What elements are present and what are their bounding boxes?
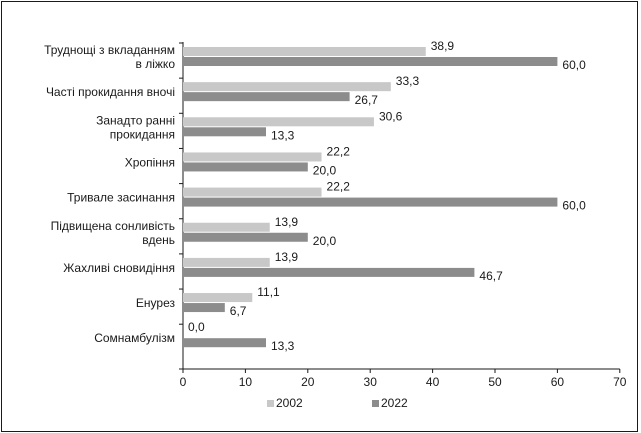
data-label-2022: 60,0 bbox=[562, 199, 586, 213]
category-label: в ліжко bbox=[136, 57, 176, 71]
legend-swatch-2002 bbox=[267, 400, 274, 407]
legend-swatch-2022 bbox=[372, 400, 379, 407]
bar-2022 bbox=[183, 232, 308, 242]
data-label-2022: 60,0 bbox=[562, 58, 586, 72]
category-label: Жахливі сновидіння bbox=[63, 261, 175, 275]
data-label-2002: 11,1 bbox=[257, 285, 280, 299]
category-label: Занадто ранні bbox=[96, 113, 175, 127]
bar-2002 bbox=[183, 257, 270, 267]
bar-2002 bbox=[183, 47, 426, 56]
category-label: Сомнамбулізм bbox=[94, 331, 175, 345]
category-label: Часті прокидання вночі bbox=[46, 85, 175, 99]
data-label-2002: 30,6 bbox=[379, 109, 403, 123]
category-label: Тривале засинання bbox=[67, 191, 175, 205]
bar-2022 bbox=[183, 303, 225, 313]
bar-2022 bbox=[183, 162, 308, 172]
x-tick-label: 60 bbox=[551, 375, 565, 389]
data-label-2002: 22,2 bbox=[327, 144, 351, 158]
bar-2002 bbox=[183, 152, 322, 162]
data-label-2022: 13,3 bbox=[271, 128, 295, 142]
x-tick-label: 50 bbox=[488, 375, 502, 389]
bar-2022 bbox=[183, 267, 475, 277]
data-label-2002: 13,9 bbox=[275, 215, 299, 229]
data-label-2022: 46,7 bbox=[479, 269, 503, 283]
data-label-2002: 13,9 bbox=[275, 250, 299, 264]
category-label: вдень bbox=[142, 233, 175, 247]
data-label-2022: 26,7 bbox=[355, 93, 379, 107]
data-label-2002: 38,9 bbox=[431, 39, 455, 53]
bar-2022 bbox=[183, 338, 266, 348]
bar-2002 bbox=[183, 187, 322, 197]
bar-2002 bbox=[183, 222, 270, 232]
data-label-2022: 20,0 bbox=[313, 163, 337, 177]
data-label-2002: 22,2 bbox=[327, 180, 351, 194]
legend-label-2002: 2002 bbox=[276, 396, 303, 410]
bar-2022 bbox=[183, 57, 558, 66]
x-tick-label: 20 bbox=[301, 375, 315, 389]
category-label: Підвищена сонливість bbox=[51, 219, 175, 233]
x-tick-label: 70 bbox=[613, 375, 627, 389]
bar-2022 bbox=[183, 197, 558, 207]
legend-label-2022: 2022 bbox=[381, 396, 408, 410]
bar-2022 bbox=[183, 92, 350, 102]
bar-2002 bbox=[183, 82, 391, 92]
data-label-2002: 0,0 bbox=[188, 320, 205, 334]
x-tick-label: 40 bbox=[426, 375, 440, 389]
data-label-2022: 6,7 bbox=[230, 304, 247, 318]
category-label: Труднощі з вкладанням bbox=[44, 43, 175, 57]
x-tick-label: 0 bbox=[180, 375, 187, 389]
data-label-2002: 33,3 bbox=[396, 74, 420, 88]
bar-2022 bbox=[183, 127, 266, 137]
category-label: Енурез bbox=[136, 296, 176, 310]
bar-2002 bbox=[183, 117, 374, 127]
category-label: прокидання bbox=[110, 127, 175, 141]
bar-2002 bbox=[183, 293, 253, 303]
x-tick-label: 10 bbox=[239, 375, 253, 389]
data-label-2022: 13,3 bbox=[271, 339, 295, 353]
x-tick-label: 30 bbox=[364, 375, 378, 389]
data-label-2022: 20,0 bbox=[313, 234, 337, 248]
category-label: Хропіння bbox=[125, 155, 175, 169]
